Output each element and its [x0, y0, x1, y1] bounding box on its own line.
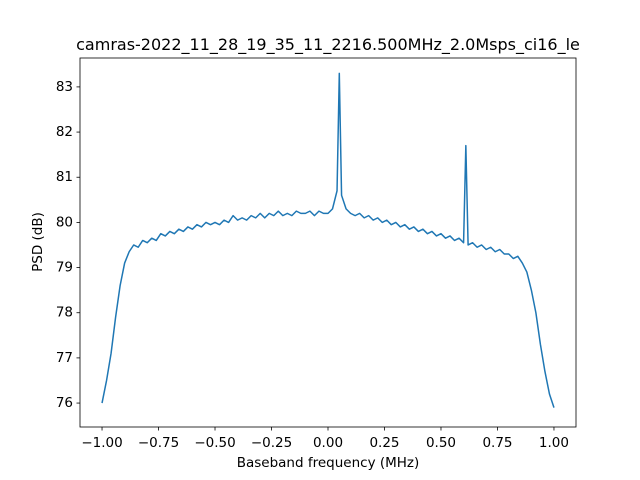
psd-line	[101, 72, 555, 408]
y-tick-label: 76	[56, 395, 73, 411]
y-tick-label: 77	[56, 350, 73, 366]
x-tick-label: −0.25	[251, 435, 292, 451]
y-axis-label: PSD (dB)	[30, 212, 46, 272]
x-tick-label: 0.50	[426, 435, 456, 451]
x-tick-label: −1.00	[81, 435, 122, 451]
y-tick-label: 80	[56, 214, 73, 230]
y-tick-label: 78	[56, 305, 73, 321]
x-tick-label: −0.75	[138, 435, 179, 451]
y-tick-label: 79	[56, 260, 73, 276]
chart-title: camras-2022_11_28_19_35_11_2216.500MHz_2…	[76, 35, 580, 55]
x-tick-label: 0.25	[369, 435, 399, 451]
x-tick-label: 0.75	[482, 435, 512, 451]
x-tick-label: 0.00	[313, 435, 343, 451]
y-tick-label: 81	[56, 169, 73, 185]
axes-frame	[79, 57, 577, 428]
x-tick-label: −0.50	[194, 435, 235, 451]
x-tick-label: 1.00	[539, 435, 569, 451]
y-tick-label: 83	[56, 79, 73, 95]
x-axis-label: Baseband frequency (MHz)	[237, 455, 420, 471]
y-tick-label: 82	[56, 124, 73, 140]
